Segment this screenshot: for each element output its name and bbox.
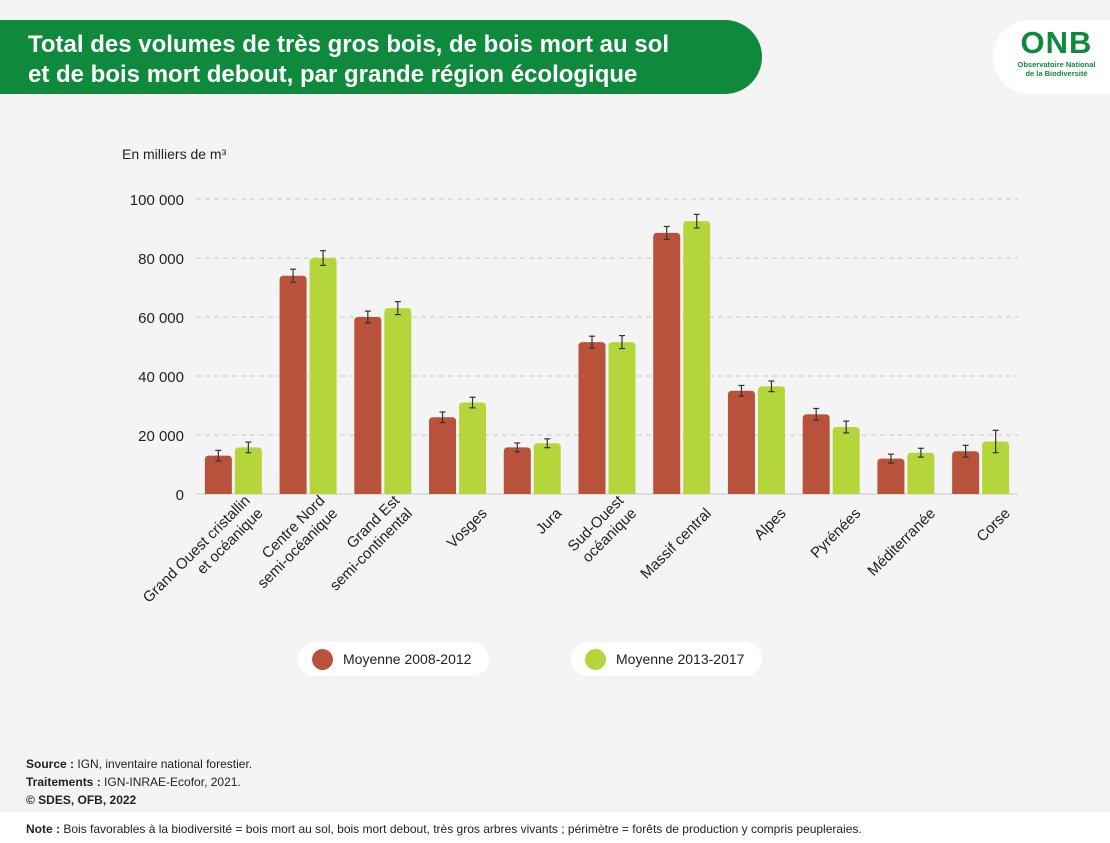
title-banner: Total des volumes de très gros bois, de … — [0, 20, 762, 94]
x-tick-label: Vosges — [444, 505, 491, 552]
x-tick-label-line: Massif central — [637, 505, 714, 582]
x-tick-label-line: Corse — [973, 505, 1013, 545]
bar — [802, 414, 830, 494]
treatments-label: Traitements : — [26, 775, 101, 789]
bar — [683, 221, 711, 494]
y-tick-label: 100 000 — [130, 192, 184, 209]
y-tick-label: 40 000 — [138, 369, 184, 386]
y-tick-label: 20 000 — [138, 428, 184, 445]
y-axis-unit-label: En milliers de m³ — [122, 146, 227, 162]
bar — [204, 455, 232, 494]
x-tick-label: Méditerranée — [864, 505, 939, 580]
y-tick-label: 80 000 — [138, 251, 184, 268]
legend-swatch-2013-2017 — [585, 648, 606, 670]
legend-swatch-2008-2012 — [312, 648, 333, 670]
bar — [354, 317, 382, 494]
logo-sub-line-2: de la Biodiversité — [1025, 69, 1088, 78]
y-tick-label: 60 000 — [138, 310, 184, 327]
x-tick-label-line: Jura — [533, 505, 566, 538]
bar — [309, 258, 337, 494]
bar — [279, 275, 307, 494]
onb-logo: ONB Observatoire National de la Biodiver… — [993, 20, 1110, 94]
bar — [608, 342, 636, 494]
legend-label-2013-2017: Moyenne 2013-2017 — [616, 651, 745, 667]
logo-sub-line-1: Observatoire National — [1017, 60, 1096, 69]
chart-title-line-2: et de bois mort debout, par grande régio… — [28, 61, 638, 88]
x-tick-label-line: Méditerranée — [864, 505, 939, 580]
bar — [832, 427, 860, 494]
copyright-text: © SDES, OFB, 2022 — [26, 793, 137, 807]
x-tick-label-line: Vosges — [444, 505, 491, 552]
footer-treatments: Traitements : IGN-INRAE-Ecofor, 2021. — [26, 773, 252, 791]
bar — [952, 451, 980, 494]
chart-title-line-1: Total des volumes de très gros bois, de … — [28, 31, 670, 58]
bar — [533, 443, 561, 494]
source-label: Source : — [26, 757, 75, 771]
bar — [757, 386, 785, 494]
source-text: IGN, inventaire national forestier. — [77, 757, 253, 771]
note-label: Note : — [26, 822, 60, 836]
x-tick-label: Jura — [533, 505, 566, 538]
x-tick-label: Pyrénées — [807, 505, 864, 562]
footer: Source : IGN, inventaire national forest… — [26, 755, 252, 809]
bar — [459, 402, 487, 494]
bar — [503, 447, 531, 494]
bar — [907, 452, 935, 494]
treatments-text: IGN-INRAE-Ecofor, 2021. — [104, 775, 241, 789]
footer-copyright: © SDES, OFB, 2022 — [26, 791, 252, 809]
legend-item-2013-2017: Moyenne 2013-2017 — [571, 642, 763, 676]
y-tick-label: 0 — [176, 487, 184, 504]
x-tick-label-line: Grand Ouest cristallin — [140, 492, 254, 606]
bar-chart: 0 20 000 40 000 60 000 80 000 100 000 Grand Ou… — [130, 192, 1018, 606]
bar — [578, 342, 606, 494]
x-tick-label: Massif central — [637, 505, 714, 582]
bar — [877, 458, 905, 494]
bar — [982, 441, 1010, 494]
legend-item-2008-2012: Moyenne 2008-2012 — [298, 642, 490, 676]
footer-source: Source : IGN, inventaire national forest… — [26, 755, 252, 773]
bar — [727, 390, 755, 494]
bar — [429, 417, 457, 494]
note-bar: Note : Bois favorables à la biodiversité… — [0, 812, 1110, 843]
x-tick-label-line: Alpes — [751, 505, 790, 544]
x-tick-label: Corse — [973, 505, 1013, 545]
x-tick-label-line: Pyrénées — [807, 505, 864, 562]
x-tick-label: Alpes — [751, 505, 790, 544]
note-text: Bois favorables à la biodiversité = bois… — [63, 822, 862, 836]
logo-main-text: ONB — [1020, 25, 1093, 60]
bar — [234, 447, 262, 494]
bar — [653, 232, 681, 495]
bar — [384, 308, 412, 494]
legend-label-2008-2012: Moyenne 2008-2012 — [343, 651, 472, 667]
